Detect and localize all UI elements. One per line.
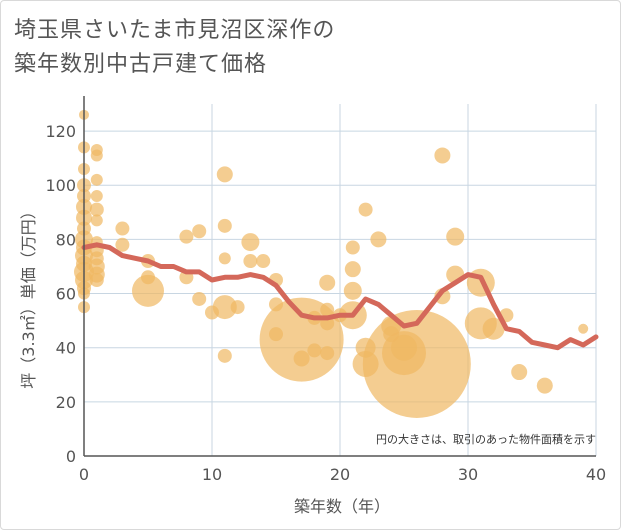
y-tick-label-0: 0 [66, 447, 76, 466]
bubble-point-66 [352, 350, 379, 377]
bubble-point-73 [434, 147, 451, 164]
bubble-point-60 [345, 240, 360, 255]
bubble-point-75 [446, 227, 465, 246]
bubble-point-45 [241, 233, 260, 252]
bubble-point-71 [391, 334, 417, 361]
bubble-point-18 [90, 149, 103, 162]
bubble-point-79 [482, 317, 505, 340]
bubble-point-28 [89, 273, 104, 287]
bubble-point-55 [319, 274, 336, 291]
bubble-point-20 [90, 190, 103, 203]
x-tick-label-10: 10 [202, 465, 222, 484]
bubble-point-21 [89, 202, 104, 217]
bubble-point-67 [370, 231, 387, 248]
bubble-point-19 [90, 173, 103, 186]
bubble-size-note: 円の大きさは、取引のあった物件面積を示す [376, 432, 596, 446]
y-tick-label-40: 40 [56, 339, 76, 358]
x-tick-label-30: 30 [458, 465, 478, 484]
bubble-point-29 [115, 221, 130, 236]
chart-title-line-2: 築年数別中古戸建て価格 [14, 52, 268, 77]
bubble-point-30 [115, 237, 130, 252]
bubble-point-52 [293, 350, 310, 367]
axes [83, 96, 596, 457]
bubble-point-61 [344, 261, 361, 278]
y-tick-label-80: 80 [56, 230, 76, 249]
bubble-point-82 [536, 377, 553, 394]
bubble-point-32 [141, 270, 155, 285]
bubble-point-41 [218, 252, 231, 265]
bubble-point-50 [269, 327, 283, 342]
x-axis-label: 築年数（年） [294, 497, 390, 516]
chart-title-line-1: 埼玉県さいたま市見沼区深作の [14, 18, 336, 43]
bubble-point-43 [217, 348, 232, 363]
x-tick-label-20: 20 [330, 465, 350, 484]
bubble-point-65 [355, 337, 376, 358]
bubble-point-39 [216, 166, 233, 183]
bubble-point-81 [511, 364, 528, 381]
bubble-point-36 [192, 224, 207, 239]
bubble-point-25 [89, 251, 104, 266]
bubble-point-49 [269, 297, 283, 312]
bubble-point-83 [578, 323, 589, 334]
bubble-point-34 [179, 229, 194, 244]
bubble-point-40 [217, 218, 232, 233]
y-tick-label-20: 20 [56, 393, 76, 412]
bubble-point-58 [320, 346, 335, 361]
bubble-point-64 [358, 202, 373, 217]
bubble-point-47 [256, 254, 271, 269]
x-tick-label-40: 40 [586, 465, 606, 484]
chart-title: 埼玉県さいたま市見沼区深作の 築年数別中古戸建て価格 [14, 14, 335, 82]
grid-lines [84, 104, 597, 456]
bubble-point-69 [383, 326, 400, 343]
bubble-point-62 [343, 281, 362, 300]
y-axis-label: 坪（3.3㎡）単価（万円） [19, 203, 38, 388]
y-tick-label-60: 60 [56, 285, 76, 304]
y-tick-label-100: 100 [45, 176, 76, 195]
bubble-point-44 [230, 300, 245, 315]
bubble-point-56 [320, 302, 335, 317]
bubble-point-37 [192, 291, 207, 306]
bubble-point-38 [205, 305, 219, 320]
x-tick-label-0: 0 [79, 465, 89, 484]
trend-line [81, 242, 599, 351]
bubble-point-22 [90, 214, 103, 227]
bubble-point-54 [307, 343, 322, 358]
tick-labels: 0 20 40 60 80 100 120 0 10 20 30 40 [45, 122, 606, 484]
y-tick-label-120: 120 [45, 122, 76, 141]
bubble-point-33 [132, 274, 164, 307]
bubble-point-46 [243, 254, 258, 269]
